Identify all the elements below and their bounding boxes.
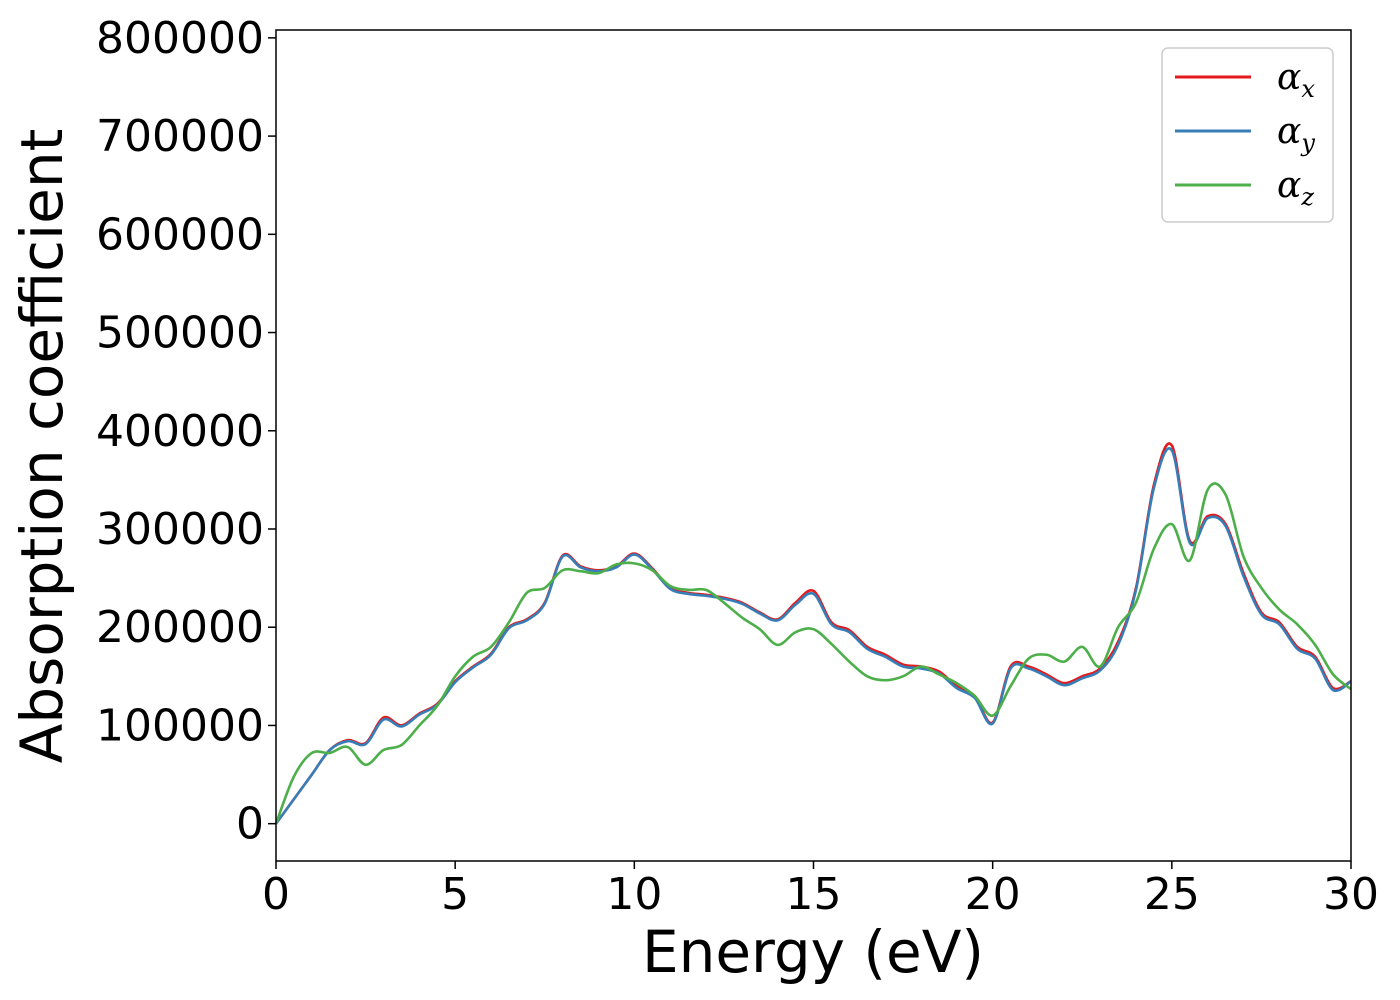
legend-box xyxy=(1161,47,1334,223)
series-line-alpha-y xyxy=(274,447,1352,825)
y-tick-label: 400000 xyxy=(96,406,264,457)
y-tick-label: 500000 xyxy=(96,308,264,359)
series-layer xyxy=(274,442,1352,825)
x-tick-label: 30 xyxy=(1323,869,1379,920)
series-line-alpha-z xyxy=(274,482,1352,825)
y-axis: 0 100000 200000 300000 400000 500000 600000 700… xyxy=(96,13,276,850)
x-axis: 0 5 10 15 20 25 30 xyxy=(262,861,1379,920)
x-tick-label: 20 xyxy=(965,869,1021,920)
y-tick-label: 200000 xyxy=(96,602,264,653)
x-tick-label: 25 xyxy=(1144,869,1200,920)
legend: αx αy αz xyxy=(1161,47,1334,223)
y-tick-label: 100000 xyxy=(96,700,264,751)
legend-label-alpha-x: αx xyxy=(1277,57,1315,103)
y-tick-label: 600000 xyxy=(96,209,264,260)
legend-label-alpha-z: αz xyxy=(1277,165,1314,211)
x-tick-label: 15 xyxy=(786,869,842,920)
x-axis-title: Energy (eV) xyxy=(642,918,984,986)
y-axis-title: Absorption coefficient xyxy=(8,129,76,764)
x-tick-label: 10 xyxy=(606,869,662,920)
y-tick-label: 0 xyxy=(236,799,264,850)
x-tick-label: 5 xyxy=(441,869,469,920)
y-tick-label: 700000 xyxy=(96,111,264,162)
x-tick-label: 0 xyxy=(262,869,290,920)
y-tick-label: 800000 xyxy=(96,13,264,64)
y-tick-label: 300000 xyxy=(96,504,264,555)
legend-label-alpha-y: αy xyxy=(1277,111,1315,157)
